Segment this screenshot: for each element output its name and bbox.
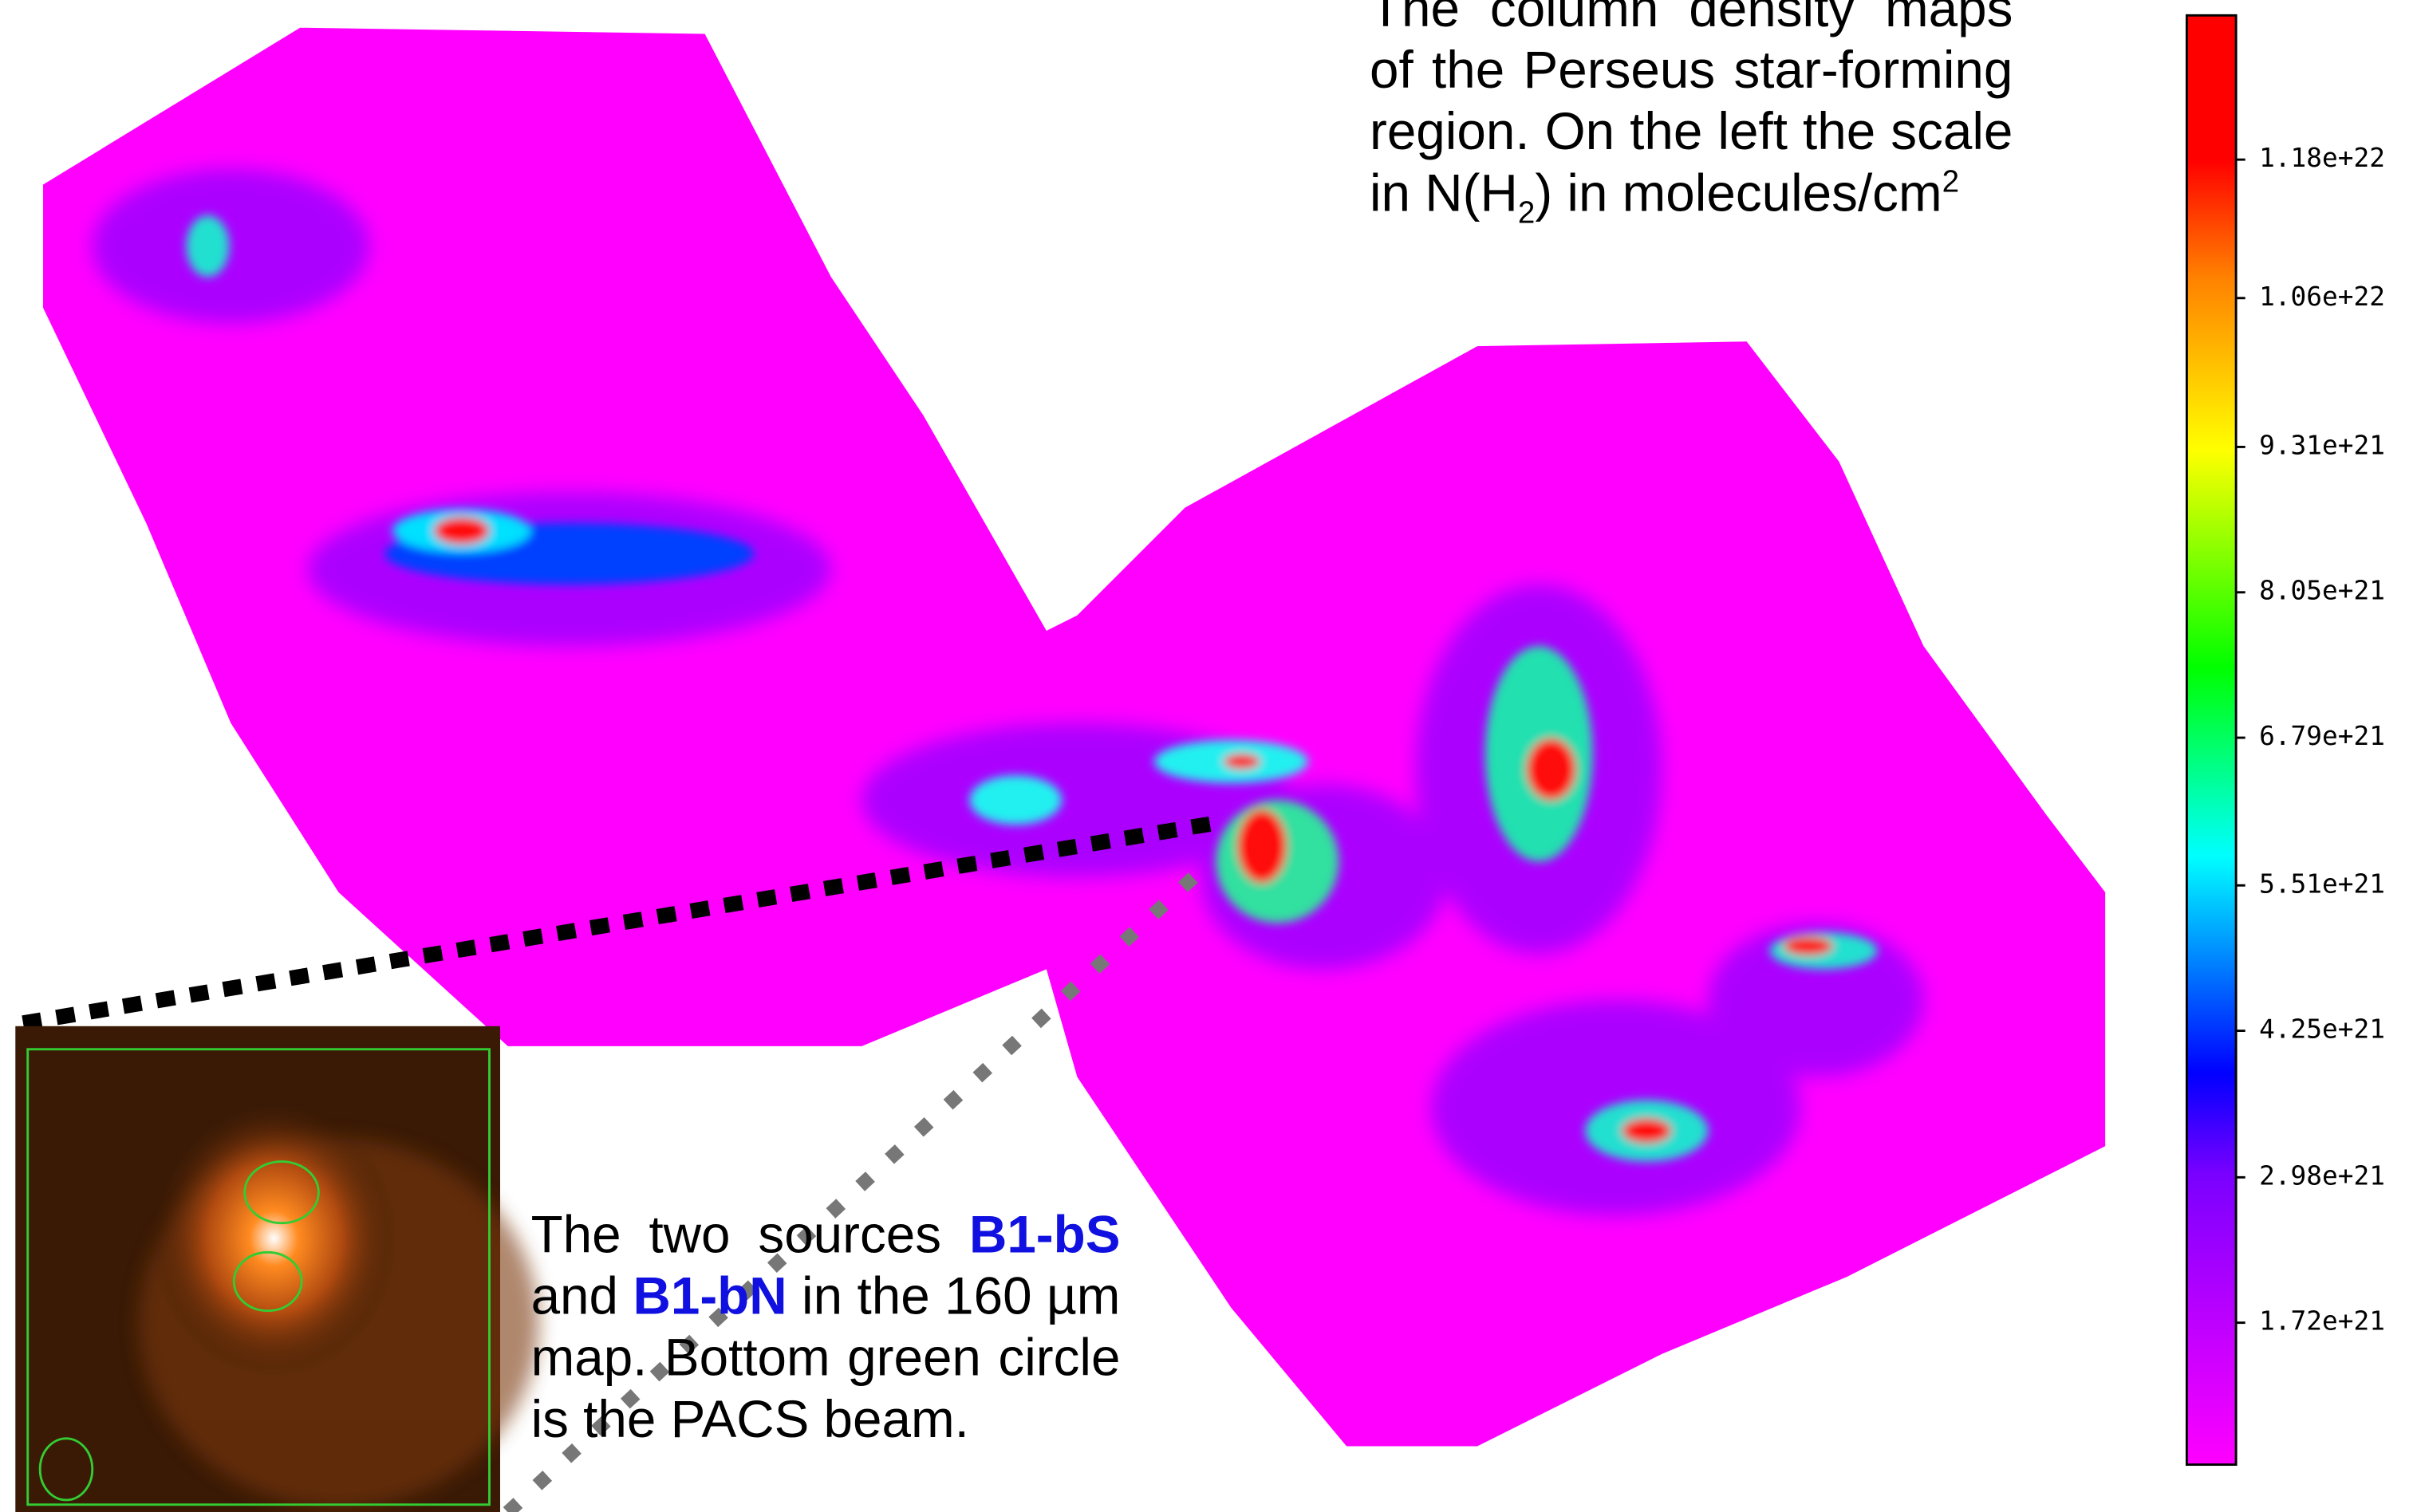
text: The two sources bbox=[531, 1206, 969, 1264]
source-name: B1-bN bbox=[633, 1268, 787, 1326]
description: The column density maps of the Perseus s… bbox=[1370, 0, 2013, 225]
colorbar-tick-label: 1.18e+22 bbox=[2259, 143, 2385, 173]
figure: 1.72e+21 2.98e+21 4.25e+21 5.51e+21 6.79e+21… bbox=[0, 0, 2413, 1512]
text: ) in molecules/cm bbox=[1535, 164, 1942, 222]
colorbar-tick-label: 5.51e+21 bbox=[2259, 868, 2385, 899]
colorbar-tick-label: 1.06e+22 bbox=[2259, 282, 2385, 312]
colorbar-tick-label: 4.25e+21 bbox=[2259, 1014, 2385, 1045]
colorbar-tick-label: 6.79e+21 bbox=[2259, 721, 2385, 751]
colorbar: 1.72e+21 2.98e+21 4.25e+21 5.51e+21 6.79e+21… bbox=[2186, 15, 2385, 1464]
superscript: 2 bbox=[1942, 166, 1959, 199]
slide: 1.72e+21 2.98e+21 4.25e+21 5.51e+21 6.79e+21… bbox=[0, 0, 2413, 1512]
source-name: B1-bS bbox=[969, 1206, 1121, 1264]
colorbar-tick-label: 1.72e+21 bbox=[2259, 1306, 2385, 1337]
page: 1.72e+21 2.98e+21 4.25e+21 5.51e+21 6.79e+21… bbox=[0, 0, 2413, 1512]
colorbar-tick-label: 2.98e+21 bbox=[2259, 1160, 2385, 1191]
colorbar-tick-label: 8.05e+21 bbox=[2259, 576, 2385, 606]
colorbar-tick-label: 9.31e+21 bbox=[2259, 430, 2385, 460]
inset-160um bbox=[15, 1026, 538, 1512]
subscript: 2 bbox=[1518, 197, 1535, 230]
text: and bbox=[531, 1268, 633, 1326]
inset-caption: The two sources B1-bS and B1-bN in the 1… bbox=[531, 1205, 1121, 1451]
